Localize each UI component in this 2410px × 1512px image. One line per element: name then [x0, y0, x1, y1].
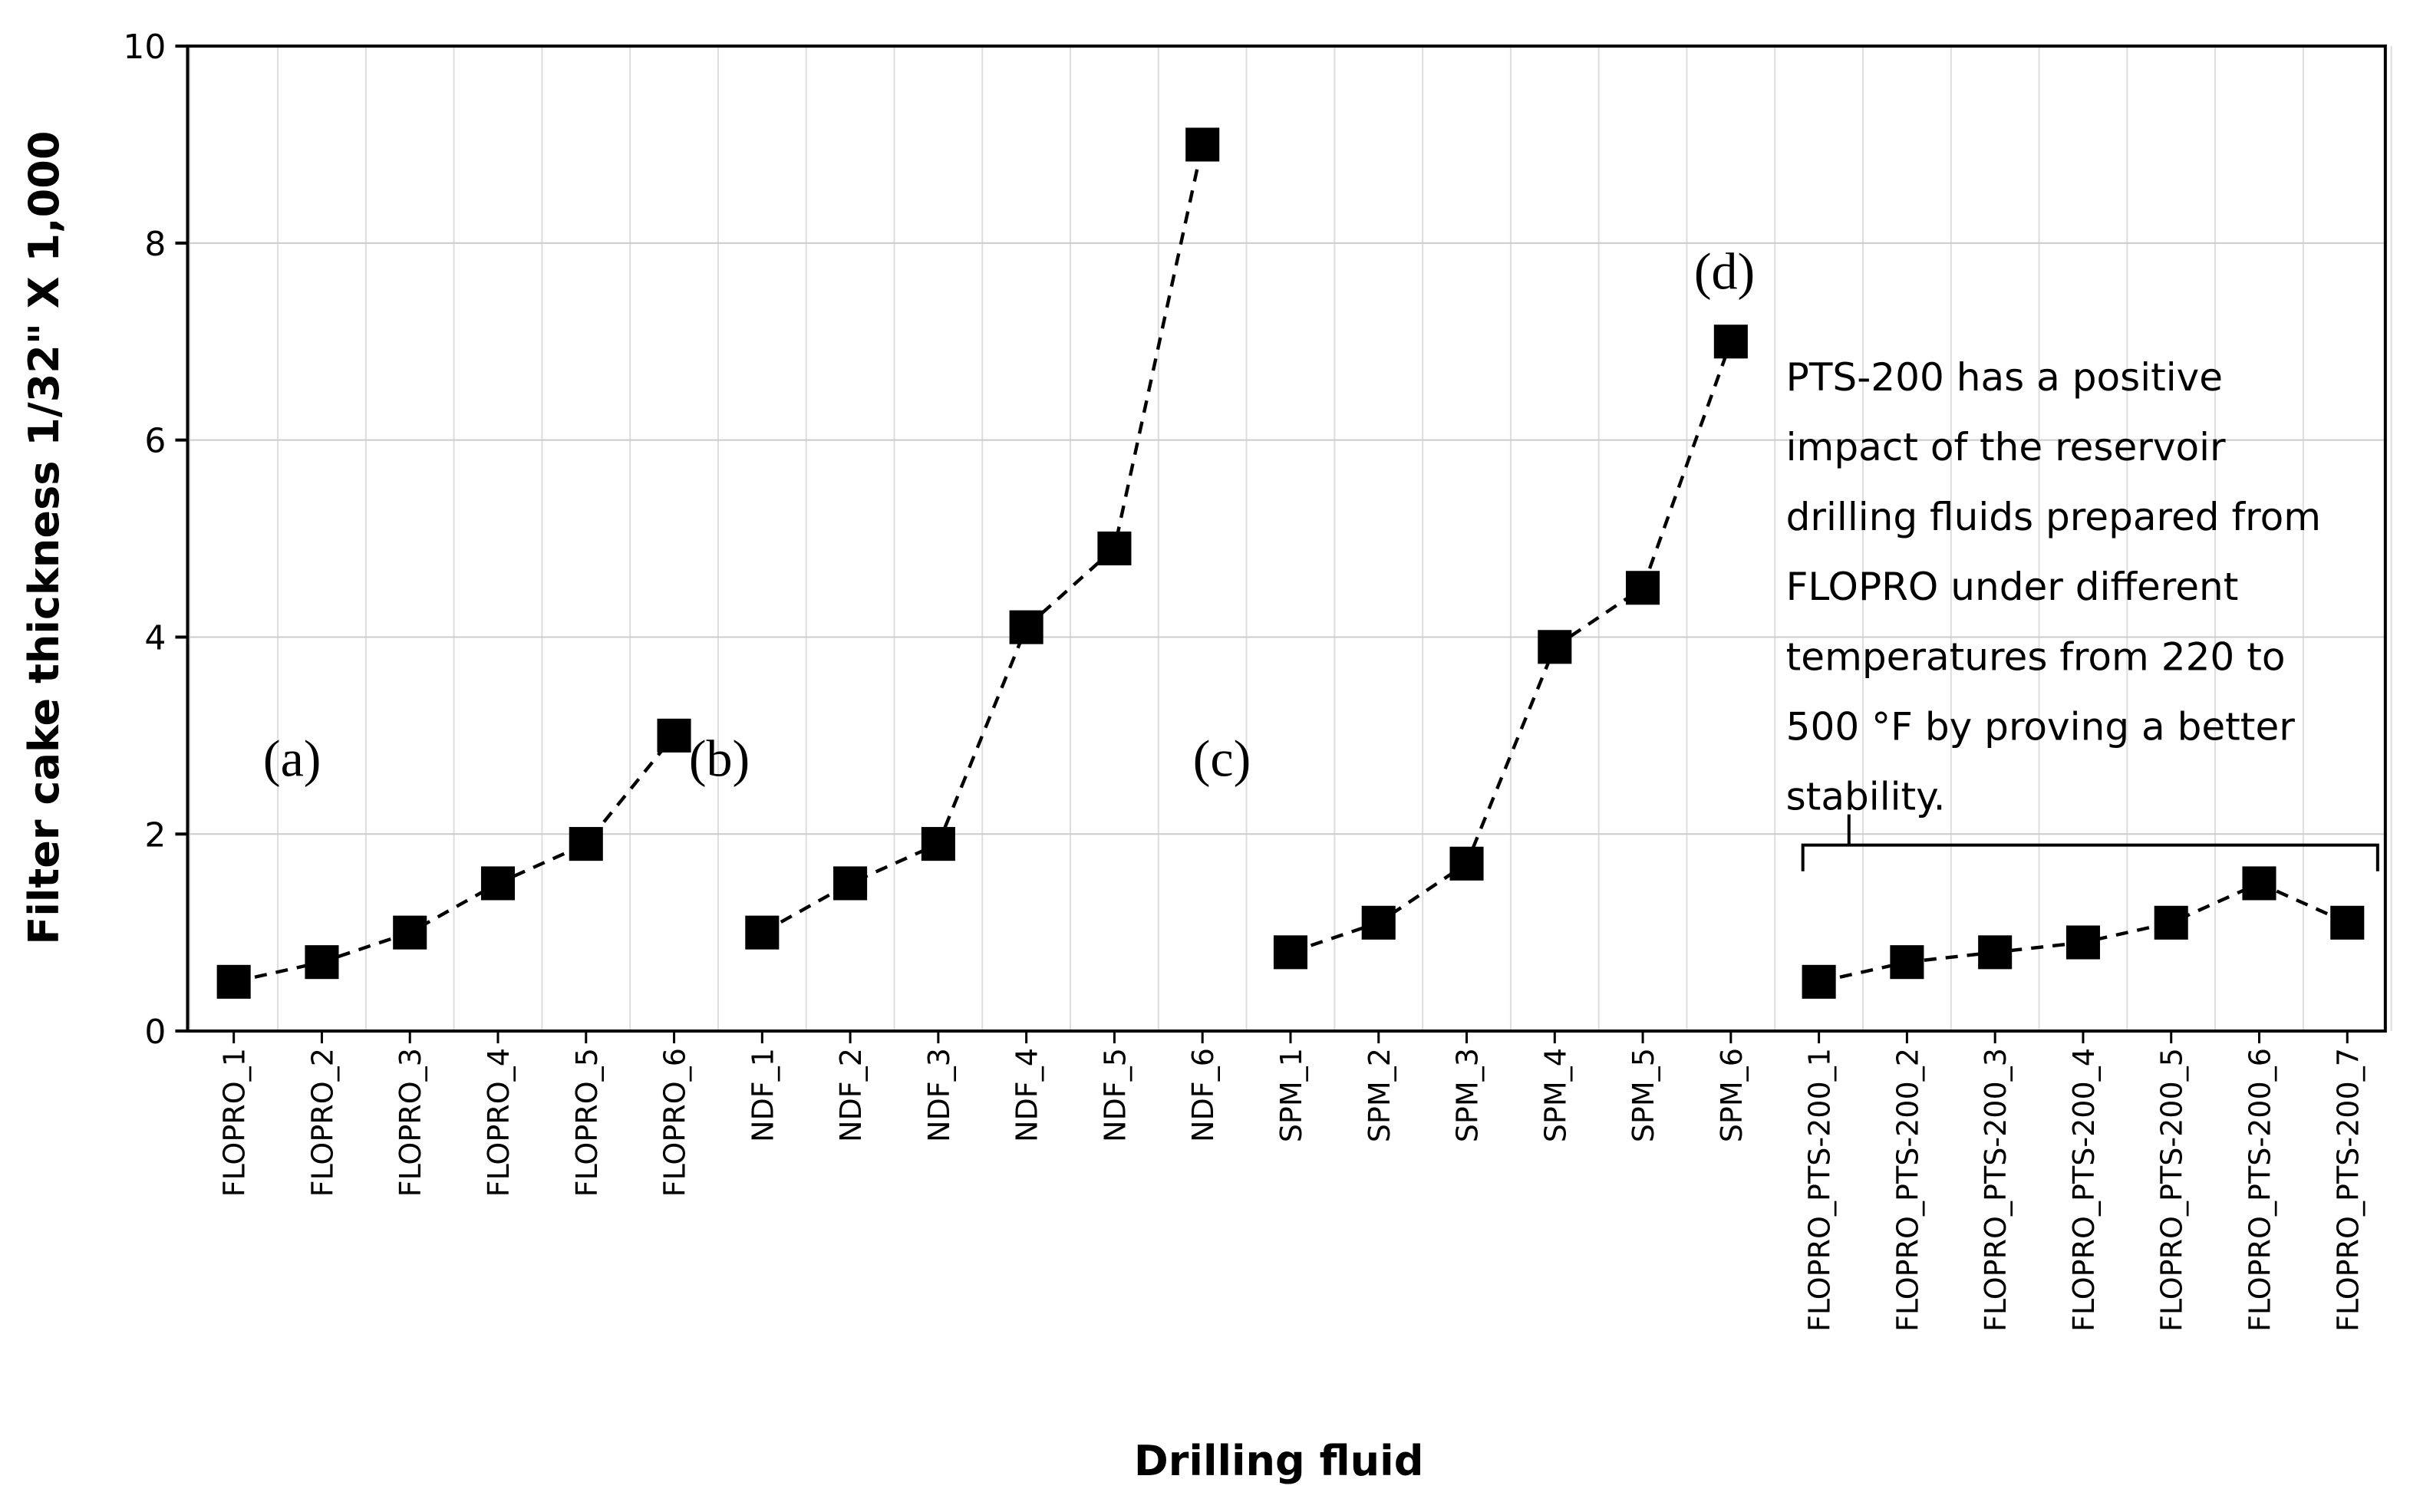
marker [745, 915, 780, 950]
marker [1713, 324, 1748, 359]
marker [480, 866, 516, 901]
x-tick-label: FLOPRO_4 [482, 1048, 516, 1197]
note-line: impact of the reservoir [1786, 425, 2226, 469]
marker [1097, 531, 1132, 565]
annotation: (d) [1694, 242, 1755, 301]
bracket [1801, 814, 2379, 871]
marker [657, 718, 691, 753]
note-line: 500 °F by proving a better [1786, 704, 2296, 749]
marker [2242, 866, 2276, 901]
x-tick-label: FLOPRO_PTS-200_2 [1891, 1048, 1924, 1332]
y-tick-label: 10 [123, 28, 166, 67]
marker [569, 827, 603, 861]
x-tick-label: FLOPRO_1 [218, 1048, 252, 1197]
marker [1626, 571, 1660, 605]
y-axis-label: Filter cake thickness 1/32" X 1,000 [20, 131, 68, 945]
marker [1185, 127, 1220, 162]
annotation: (a) [263, 730, 321, 788]
x-tick-label: FLOPRO_PTS-200_4 [2067, 1048, 2101, 1332]
marker [921, 827, 955, 861]
marker [2330, 905, 2365, 940]
x-tick-label: FLOPRO_PTS-200_1 [1803, 1048, 1837, 1332]
x-tick-label: SPM_1 [1274, 1048, 1308, 1142]
marker [1802, 964, 1836, 999]
note-line: stability. [1786, 775, 1946, 819]
x-tick-label: NDF_1 [746, 1048, 780, 1142]
marker [2154, 905, 2188, 940]
note-line: temperatures from 220 to [1786, 634, 2286, 679]
marker [833, 866, 868, 901]
x-tick-label: SPM_3 [1451, 1048, 1485, 1142]
x-tick-label: NDF_5 [1098, 1048, 1132, 1142]
x-tick-label: FLOPRO_6 [658, 1048, 692, 1197]
marker [1538, 630, 1572, 664]
series-line [1290, 341, 1732, 954]
x-tick-label: FLOPRO_PTS-200_6 [2244, 1048, 2277, 1332]
x-tick-label: FLOPRO_PTS-200_5 [2155, 1048, 2189, 1332]
annotation: (c) [1193, 730, 1251, 788]
x-axis-label: Drilling fluid [1134, 1437, 1424, 1485]
x-tick-label: SPM_4 [1538, 1048, 1572, 1142]
x-tick-label: SPM_6 [1715, 1048, 1749, 1142]
y-tick-label: 6 [144, 422, 166, 461]
y-tick-label: 2 [144, 815, 166, 855]
note-line: FLOPRO under different [1786, 565, 2239, 609]
x-tick-label: FLOPRO_3 [394, 1048, 427, 1197]
marker [1273, 935, 1308, 970]
marker [393, 915, 427, 950]
marker [1009, 610, 1043, 644]
x-tick-label: FLOPRO_5 [570, 1048, 604, 1197]
marker [2065, 925, 2100, 960]
x-tick-label: SPM_2 [1363, 1048, 1396, 1142]
x-tick-label: NDF_3 [922, 1048, 956, 1142]
marker [305, 945, 339, 980]
marker [1361, 905, 1396, 940]
marker [216, 964, 251, 999]
marker [1449, 846, 1484, 881]
marker [1978, 935, 2013, 970]
x-tick-label: NDF_4 [1010, 1048, 1044, 1142]
note-line: drilling fluids prepared from [1786, 495, 2321, 539]
x-tick-label: FLOPRO_PTS-200_3 [1979, 1048, 2013, 1332]
note-line: PTS-200 has a positive [1786, 355, 2223, 400]
y-tick-label: 0 [144, 1013, 166, 1052]
x-tick-label: SPM_5 [1627, 1048, 1660, 1142]
x-tick-label: NDF_2 [834, 1048, 868, 1142]
grid [187, 45, 2392, 1033]
x-tick-label: FLOPRO_PTS-200_7 [2331, 1048, 2365, 1332]
plot-frame [186, 44, 2387, 1033]
y-tick-label: 4 [144, 618, 166, 657]
annotation: (b) [689, 730, 750, 788]
marker [1890, 945, 1924, 980]
y-tick-label: 8 [144, 225, 166, 264]
x-tick-label: NDF_6 [1186, 1048, 1220, 1142]
x-tick-label: FLOPRO_2 [305, 1048, 339, 1197]
